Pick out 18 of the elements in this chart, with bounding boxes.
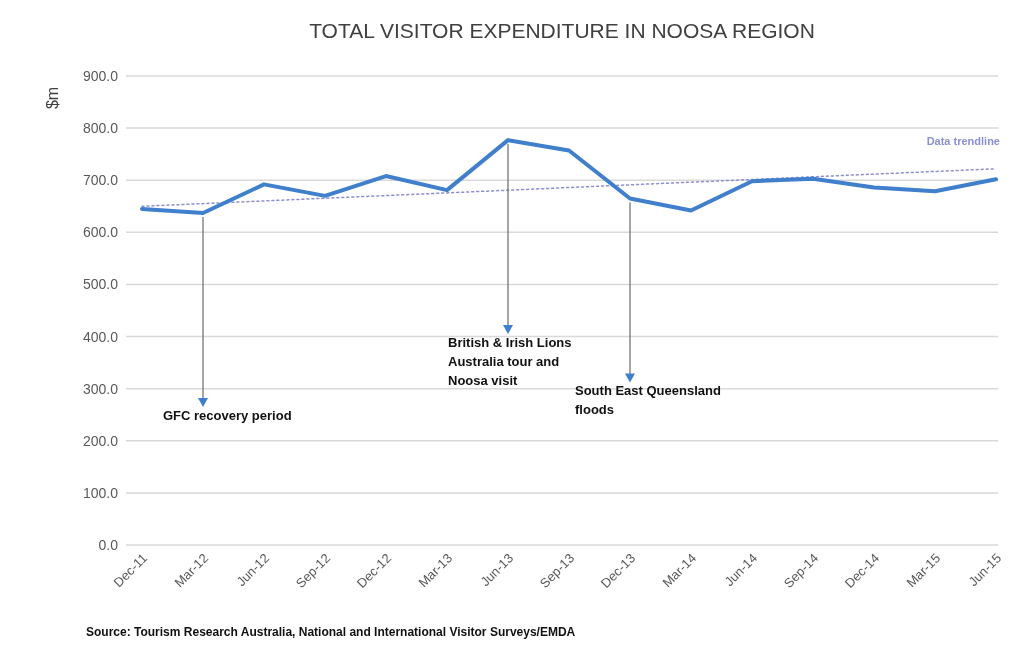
annotation: GFC recovery period xyxy=(163,408,292,424)
text: Data trendline xyxy=(926,134,1000,147)
chart-title: TOTAL VISITOR EXPENDITURE IN NOOSA REGION xyxy=(309,19,815,42)
y-axis-title: $m xyxy=(44,86,61,110)
y-tick-label: 400.0 xyxy=(82,328,119,345)
y-tick-label: 700.0 xyxy=(82,172,119,189)
y-tick-label: 500.0 xyxy=(82,276,119,293)
annotation: South East Queensland floods xyxy=(575,383,721,418)
annotation: British & Irish Lions Australia tour and Noosa visit xyxy=(448,335,572,389)
y-tick-label: 200.0 xyxy=(82,432,119,449)
line-series xyxy=(140,138,998,216)
source-note: Source: Tourism Research Australia, National and International Visitor Surveys/EMDA xyxy=(86,625,576,639)
y-tick-label: 0.0 xyxy=(98,537,119,553)
y-tick-label: 100.0 xyxy=(82,484,119,501)
y-tick-label: 300.0 xyxy=(82,380,119,397)
y-tick-label: 600.0 xyxy=(82,224,119,241)
y-tick-label: 800.0 xyxy=(82,120,119,137)
y-tick-label: 900.0 xyxy=(82,68,119,84)
